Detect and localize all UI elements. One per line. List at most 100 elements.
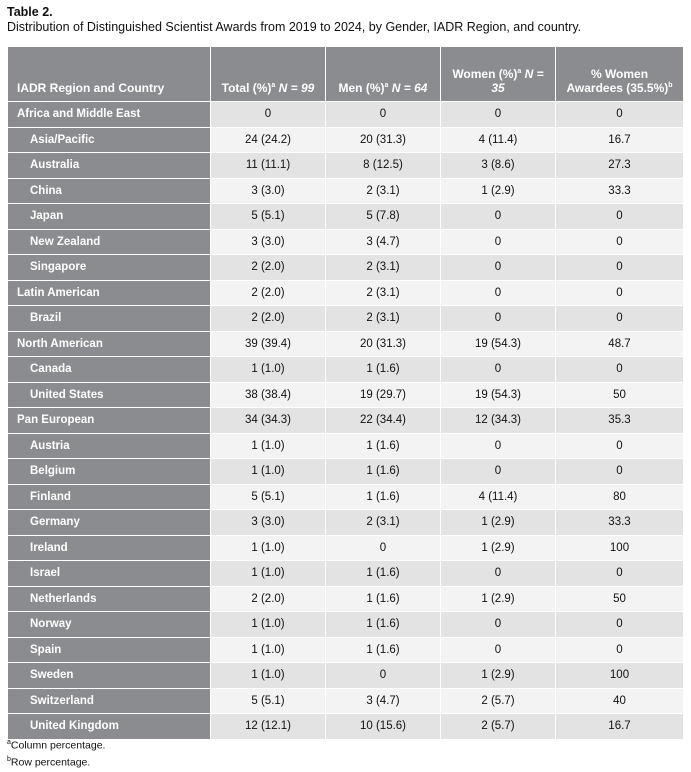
cell-men: 3 (4.7) <box>325 687 441 714</box>
cell-women: 1 (2.9) <box>440 509 556 536</box>
cell-total: 2 (2.0) <box>210 254 326 281</box>
cell-total: 1 (1.0) <box>210 458 326 485</box>
cell-women: 0 <box>440 560 556 587</box>
cell-pct-women: 33.3 <box>555 177 684 204</box>
row-label: Latin American <box>7 279 211 306</box>
cell-total: 0 <box>210 101 326 128</box>
cell-pct-women: 16.7 <box>555 126 684 153</box>
cell-total: 12 (12.1) <box>210 713 326 740</box>
cell-men: 1 (1.6) <box>325 432 441 459</box>
document: Table 2. Distribution of Distinguished S… <box>7 4 684 768</box>
cell-men: 1 (1.6) <box>325 560 441 587</box>
cell-men: 5 (7.8) <box>325 203 441 230</box>
cell-women: 0 <box>440 254 556 281</box>
cell-women: 0 <box>440 279 556 306</box>
cell-pct-women: 33.3 <box>555 509 684 536</box>
table-body: Africa and Middle East 0 0 0 0 Asia/Pacific 24… <box>7 101 684 740</box>
cell-total: 1 (1.0) <box>210 611 326 638</box>
table-row: Austria 1 (1.0) 1 (1.6) 0 0 <box>7 432 684 459</box>
header-men-label: Men (%) <box>338 81 385 95</box>
cell-total: 2 (2.0) <box>210 279 326 306</box>
row-label: Pan European <box>7 407 211 434</box>
cell-men: 8 (12.5) <box>325 152 441 179</box>
row-label: Spain <box>7 636 211 663</box>
cell-pct-women: 27.3 <box>555 152 684 179</box>
cell-men: 1 (1.6) <box>325 585 441 612</box>
cell-men: 2 (3.1) <box>325 254 441 281</box>
cell-total: 38 (38.4) <box>210 381 326 408</box>
cell-women: 0 <box>440 458 556 485</box>
row-label: Switzerland <box>7 687 211 714</box>
header-total-n: N = 99 <box>278 81 315 95</box>
cell-women: 1 (2.9) <box>440 534 556 561</box>
cell-women: 0 <box>440 432 556 459</box>
table-title: Table 2. <box>7 5 53 19</box>
row-label: Finland <box>7 483 211 510</box>
table-row: Belgium 1 (1.0) 1 (1.6) 0 0 <box>7 458 684 485</box>
header-pct-sup: b <box>668 82 673 89</box>
cell-women: 0 <box>440 203 556 230</box>
cell-men: 10 (15.6) <box>325 713 441 740</box>
header-total-sup: a <box>271 82 276 89</box>
header-men-n: N = 64 <box>391 81 428 95</box>
cell-pct-women: 0 <box>555 432 684 459</box>
cell-women: 4 (11.4) <box>440 483 556 510</box>
header-row: IADR Region and Country Total (%)a N = 9… <box>7 46 684 102</box>
table-subtitle: Distribution of Distinguished Scientist … <box>7 20 582 34</box>
row-label: Sweden <box>7 662 211 689</box>
cell-women: 0 <box>440 228 556 255</box>
cell-women: 0 <box>440 611 556 638</box>
cell-pct-women: 0 <box>555 254 684 281</box>
cell-men: 0 <box>325 662 441 689</box>
row-label: Austria <box>7 432 211 459</box>
cell-men: 2 (3.1) <box>325 177 441 204</box>
header-pct-line2: Awardees (35.5%) <box>566 81 669 95</box>
footnote-b: bRow percentage. <box>7 753 105 770</box>
cell-total: 1 (1.0) <box>210 356 326 383</box>
table-row: Singapore 2 (2.0) 2 (3.1) 0 0 <box>7 254 684 281</box>
row-label: Norway <box>7 611 211 638</box>
cell-women: 0 <box>440 636 556 663</box>
footnotes: aColumn percentage. bRow percentage. <box>7 736 105 769</box>
header-men-sup: a <box>384 82 389 89</box>
table-row: Australia 11 (11.1) 8 (12.5) 3 (8.6) 27.3 <box>7 152 684 179</box>
cell-men: 1 (1.6) <box>325 636 441 663</box>
table-row: North American 39 (39.4) 20 (31.3) 19 (54.3… <box>7 330 684 357</box>
cell-pct-women: 16.7 <box>555 713 684 740</box>
cell-women: 0 <box>440 305 556 332</box>
footnote-a: aColumn percentage. <box>7 736 105 753</box>
cell-pct-women: 0 <box>555 228 684 255</box>
cell-total: 5 (5.1) <box>210 203 326 230</box>
cell-women: 12 (34.3) <box>440 407 556 434</box>
cell-pct-women: 80 <box>555 483 684 510</box>
header-women-label: Women (%) <box>452 67 518 81</box>
table-row: Africa and Middle East 0 0 0 0 <box>7 101 684 128</box>
table-row: United Kingdom 12 (12.1) 10 (15.6) 2 (5.7) 1… <box>7 713 684 740</box>
cell-pct-women: 0 <box>555 560 684 587</box>
cell-total: 2 (2.0) <box>210 305 326 332</box>
row-label: China <box>7 177 211 204</box>
table-row: Asia/Pacific 24 (24.2) 20 (31.3) 4 (11.4) 16… <box>7 126 684 153</box>
row-label: Africa and Middle East <box>7 101 211 128</box>
cell-men: 2 (3.1) <box>325 279 441 306</box>
table-row: Sweden 1 (1.0) 0 1 (2.9) 100 <box>7 662 684 689</box>
table-row: Norway 1 (1.0) 1 (1.6) 0 0 <box>7 611 684 638</box>
cell-pct-women: 0 <box>555 203 684 230</box>
header-pct-women: % Women Awardees (35.5%)b <box>555 46 684 102</box>
header-men: Men (%)a N = 64 <box>325 46 441 102</box>
cell-women: 19 (54.3) <box>440 330 556 357</box>
row-label: Canada <box>7 356 211 383</box>
cell-women: 19 (54.3) <box>440 381 556 408</box>
cell-men: 1 (1.6) <box>325 356 441 383</box>
table-row: Spain 1 (1.0) 1 (1.6) 0 0 <box>7 636 684 663</box>
cell-women: 2 (5.7) <box>440 687 556 714</box>
table-row: Canada 1 (1.0) 1 (1.6) 0 0 <box>7 356 684 383</box>
cell-pct-women: 0 <box>555 458 684 485</box>
cell-pct-women: 35.3 <box>555 407 684 434</box>
cell-pct-women: 50 <box>555 381 684 408</box>
row-label: Asia/Pacific <box>7 126 211 153</box>
footnote-b-text: Row percentage. <box>10 756 91 768</box>
cell-men: 1 (1.6) <box>325 611 441 638</box>
cell-men: 3 (4.7) <box>325 228 441 255</box>
cell-total: 3 (3.0) <box>210 177 326 204</box>
